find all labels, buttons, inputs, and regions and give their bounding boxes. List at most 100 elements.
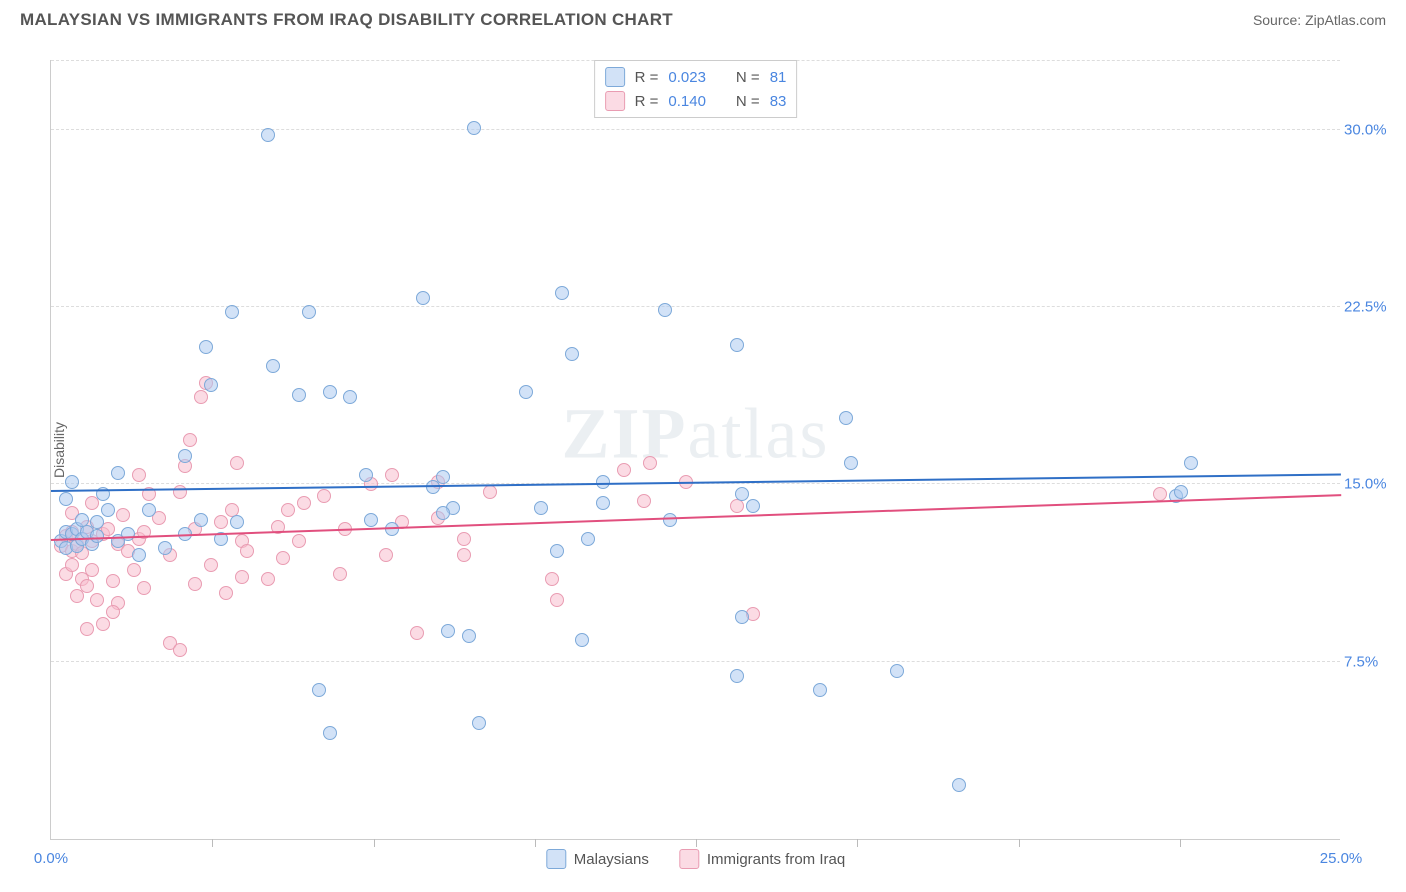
y-tick-label: 30.0% [1344, 121, 1406, 138]
gridline [51, 661, 1340, 662]
series-legend: Malaysians Immigrants from Iraq [546, 849, 845, 869]
data-point-b [188, 577, 202, 591]
data-point-a [323, 385, 337, 399]
data-point-a [565, 347, 579, 361]
data-point-a [813, 683, 827, 697]
data-point-a [75, 513, 89, 527]
data-point-a [364, 513, 378, 527]
data-point-b [281, 503, 295, 517]
data-point-a [101, 503, 115, 517]
legend-item-a: Malaysians [546, 849, 649, 869]
data-point-b [379, 548, 393, 562]
data-point-a [575, 633, 589, 647]
trendline-b [51, 494, 1341, 541]
x-tick-label: 25.0% [1320, 850, 1363, 867]
data-point-a [266, 359, 280, 373]
x-tick [1180, 839, 1181, 847]
data-point-a [596, 496, 610, 510]
trendline-a [51, 473, 1341, 492]
legend-item-b: Immigrants from Iraq [679, 849, 845, 869]
data-point-b [637, 494, 651, 508]
data-point-a [261, 128, 275, 142]
data-point-a [1174, 485, 1188, 499]
plot-area: Disability ZIPatlas R = 0.023 N = 81 R =… [50, 60, 1340, 840]
x-tick [374, 839, 375, 847]
data-point-a [839, 411, 853, 425]
data-point-b [219, 586, 233, 600]
legend-label-a: Malaysians [574, 851, 649, 868]
data-point-a [323, 726, 337, 740]
data-point-b [483, 485, 497, 499]
x-tick [535, 839, 536, 847]
data-point-a [467, 121, 481, 135]
data-point-a [581, 532, 595, 546]
data-point-b [410, 626, 424, 640]
data-point-a [663, 513, 677, 527]
data-point-b [385, 468, 399, 482]
data-point-a [416, 291, 430, 305]
x-tick [1019, 839, 1020, 847]
data-point-a [746, 499, 760, 513]
data-point-b [545, 572, 559, 586]
data-point-b [214, 515, 228, 529]
data-point-a [436, 470, 450, 484]
stats-row-a: R = 0.023 N = 81 [605, 65, 787, 89]
data-point-a [735, 487, 749, 501]
data-point-b [116, 508, 130, 522]
data-point-b [240, 544, 254, 558]
data-point-a [158, 541, 172, 555]
n-label: N = [736, 69, 760, 86]
chart-container: MALAYSIAN VS IMMIGRANTS FROM IRAQ DISABI… [0, 0, 1406, 892]
data-point-b [183, 433, 197, 447]
data-point-b [617, 463, 631, 477]
data-point-b [333, 567, 347, 581]
data-point-b [194, 390, 208, 404]
data-point-a [121, 527, 135, 541]
data-point-a [462, 629, 476, 643]
x-tick [857, 839, 858, 847]
data-point-b [317, 489, 331, 503]
data-point-a [194, 513, 208, 527]
data-point-a [735, 610, 749, 624]
data-point-a [844, 456, 858, 470]
data-point-a [730, 338, 744, 352]
data-point-b [85, 563, 99, 577]
swatch-b [679, 849, 699, 869]
n-value-b: 83 [770, 93, 787, 110]
data-point-b [106, 605, 120, 619]
data-point-b [297, 496, 311, 510]
y-axis-label: Disability [51, 421, 67, 477]
data-point-b [106, 574, 120, 588]
gridline [51, 306, 1340, 307]
swatch-a [605, 67, 625, 87]
data-point-a [952, 778, 966, 792]
x-tick [696, 839, 697, 847]
swatch-b [605, 91, 625, 111]
x-tick [212, 839, 213, 847]
data-point-a [555, 286, 569, 300]
data-point-a [534, 501, 548, 515]
data-point-a [472, 716, 486, 730]
y-tick-label: 22.5% [1344, 299, 1406, 316]
r-value-b: 0.140 [668, 93, 706, 110]
data-point-b [80, 579, 94, 593]
data-point-b [643, 456, 657, 470]
y-tick-label: 15.0% [1344, 476, 1406, 493]
data-point-a [204, 378, 218, 392]
r-value-a: 0.023 [668, 69, 706, 86]
chart-title: MALAYSIAN VS IMMIGRANTS FROM IRAQ DISABI… [20, 10, 673, 30]
y-tick-label: 7.5% [1344, 653, 1406, 670]
data-point-b [261, 572, 275, 586]
data-point-b [230, 456, 244, 470]
header: MALAYSIAN VS IMMIGRANTS FROM IRAQ DISABI… [0, 0, 1406, 36]
r-label: R = [635, 69, 659, 86]
data-point-b [457, 548, 471, 562]
data-point-b [276, 551, 290, 565]
data-point-a [730, 669, 744, 683]
legend-label-b: Immigrants from Iraq [707, 851, 845, 868]
data-point-b [550, 593, 564, 607]
data-point-a [519, 385, 533, 399]
data-point-a [132, 548, 146, 562]
data-point-b [292, 534, 306, 548]
stats-row-b: R = 0.140 N = 83 [605, 89, 787, 113]
